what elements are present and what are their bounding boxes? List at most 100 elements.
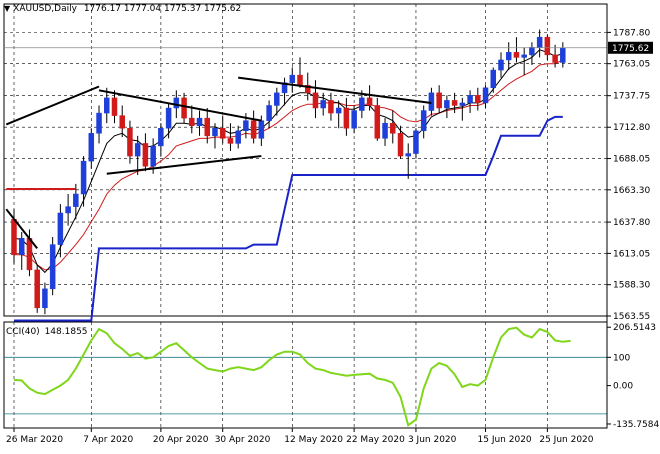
candle-body — [227, 138, 234, 144]
candle-body — [243, 120, 249, 132]
time-tick-label: 20 Apr 2020 — [153, 435, 209, 445]
candle-body — [536, 36, 543, 48]
candle-body — [459, 102, 466, 106]
candle-body — [111, 97, 118, 116]
candle-body — [96, 112, 102, 134]
price-tick-label: 1787.80 — [613, 28, 650, 38]
time-tick-label: 26 Mar 2020 — [6, 435, 63, 445]
cci-tick-label: -135.7584 — [613, 420, 659, 430]
price-tick-label: 1637.80 — [613, 218, 650, 228]
candle-body — [150, 145, 156, 167]
candle-body — [212, 127, 218, 137]
candle-body — [158, 127, 164, 147]
current-price-tag — [608, 41, 653, 54]
cci-tick-label: 100 — [613, 353, 630, 363]
time-tick-label: 12 May 2020 — [284, 435, 343, 445]
cci-tick-label: 206.5143 — [613, 323, 656, 333]
candle-body — [119, 115, 125, 129]
candle-body — [328, 100, 334, 114]
candle-body — [351, 110, 357, 129]
candle-body — [405, 153, 411, 157]
price-tick-label: 1613.05 — [613, 249, 650, 259]
trendline — [5, 208, 38, 250]
candle-body — [320, 100, 326, 109]
candle-body — [374, 105, 381, 139]
candle-body — [34, 269, 40, 309]
candle-body — [498, 59, 504, 71]
candle-body — [490, 69, 497, 89]
candle-body — [513, 52, 520, 58]
candle-body — [165, 107, 172, 129]
candle-body — [88, 133, 95, 162]
candle-body — [142, 143, 149, 167]
ema-fast-line — [13, 49, 563, 274]
candle-body — [312, 92, 319, 109]
time-tick-label: 7 Apr 2020 — [83, 435, 133, 445]
candle-body — [552, 54, 558, 63]
candle-body — [390, 122, 396, 134]
symbol-label: XAUUSD,Daily — [13, 4, 77, 14]
candle-body — [521, 54, 527, 58]
candle-body — [297, 74, 303, 86]
candle-body — [80, 160, 87, 195]
time-tick-label: 30 Apr 2020 — [215, 435, 271, 445]
candle-body — [127, 127, 133, 157]
candle-body — [475, 95, 481, 104]
cci-tick-label: 0.00 — [613, 382, 633, 392]
cci-value: 148.1855 — [44, 327, 88, 337]
candle-body — [335, 107, 342, 114]
candle-body — [57, 212, 64, 245]
symbol-bar: ▼ XAUUSD,Daily 1776.17 1777.04 1775.37 17… — [4, 4, 241, 14]
candle-body — [451, 100, 458, 106]
candle-body — [18, 238, 25, 255]
time-tick-label: 25 Jun 2020 — [539, 435, 593, 445]
candle-body — [444, 100, 450, 109]
candle-body — [258, 120, 265, 139]
candle-body — [529, 47, 535, 56]
current-price-label: 1775.62 — [612, 44, 649, 54]
ema-slow-line — [14, 59, 564, 271]
candle-body — [235, 130, 241, 144]
time-tick-label: 3 Jun 2020 — [408, 435, 457, 445]
price-tick-label: 1663.30 — [613, 186, 650, 196]
candle-body — [413, 130, 419, 154]
candle-body — [397, 133, 404, 157]
candle-body — [173, 97, 180, 109]
candle-body — [65, 206, 71, 214]
candle-body — [219, 127, 226, 139]
candle-body — [366, 97, 373, 106]
trendline — [106, 155, 262, 175]
trendline — [238, 76, 432, 104]
candle-body — [274, 92, 280, 106]
candle-body — [250, 120, 257, 139]
candle-body — [420, 110, 427, 132]
candle-body — [281, 82, 288, 94]
candle-body — [204, 117, 210, 137]
candle-body — [428, 92, 435, 111]
candle-body — [505, 52, 512, 61]
price-tick-label: 1737.75 — [613, 92, 650, 102]
price-tick-label: 1763.05 — [613, 60, 650, 70]
candle-body — [104, 97, 110, 114]
cci-name: CCI(40) — [6, 327, 40, 337]
cci-line — [13, 326, 571, 427]
price-tick-label: 1712.80 — [613, 123, 650, 133]
price-tick-label: 1588.30 — [613, 281, 650, 291]
candle-body — [73, 193, 79, 207]
time-tick-label: 15 Jun 2020 — [478, 435, 532, 445]
candle-body — [436, 92, 442, 109]
ohlc-readout: 1776.17 1777.04 1775.37 1775.62 — [83, 4, 242, 14]
candle-body — [560, 47, 566, 63]
time-tick-label: 22 May 2020 — [346, 435, 405, 445]
candle-body — [181, 97, 187, 119]
triangle-down-icon[interactable]: ▼ — [4, 4, 11, 13]
candle-body — [467, 95, 473, 104]
candle-body — [482, 87, 489, 104]
candle-body — [42, 288, 48, 309]
candle-body — [26, 238, 33, 271]
candle-body — [196, 117, 203, 126]
candle-body — [49, 244, 56, 290]
cci-panel-frame — [3, 321, 608, 429]
